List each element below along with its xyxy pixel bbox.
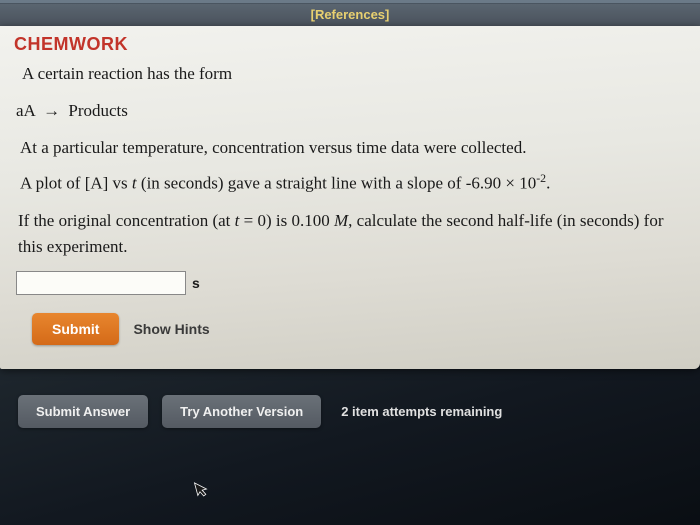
submit-answer-button[interactable]: Submit Answer bbox=[18, 395, 148, 428]
references-link[interactable]: [References] bbox=[311, 7, 390, 22]
question-text: If the original concentration (at t = 0)… bbox=[18, 208, 686, 259]
data-line-2-post: (in seconds) gave a straight line with a… bbox=[137, 174, 537, 193]
answer-row: s bbox=[16, 271, 686, 295]
arrow-icon: → bbox=[43, 101, 60, 120]
exponent: -2 bbox=[536, 171, 546, 185]
question-pre: If the original concentration (at bbox=[18, 211, 235, 230]
answer-input[interactable] bbox=[16, 271, 186, 295]
action-row: Submit Show Hints bbox=[32, 313, 686, 345]
data-line-2-end: . bbox=[546, 174, 550, 193]
brand-title: CHEMWORK bbox=[14, 34, 686, 55]
question-mid: = 0) is 0.100 bbox=[239, 211, 334, 230]
data-line-2: A plot of [A] vs t (in seconds) gave a s… bbox=[20, 170, 686, 196]
equation-left: aA bbox=[16, 101, 35, 120]
cursor-icon bbox=[193, 479, 212, 505]
show-hints-link[interactable]: Show Hints bbox=[133, 321, 209, 337]
try-another-button[interactable]: Try Another Version bbox=[162, 395, 321, 428]
intro-text: A certain reaction has the form bbox=[22, 61, 686, 87]
submit-button[interactable]: Submit bbox=[32, 313, 119, 345]
unit-molar: M bbox=[334, 211, 348, 230]
references-bar: [References] bbox=[0, 4, 700, 26]
reaction-equation: aA → Products bbox=[16, 101, 686, 121]
data-line-2-pre: A plot of [A] vs bbox=[20, 174, 132, 193]
bottom-action-bar: Submit Answer Try Another Version 2 item… bbox=[18, 395, 700, 428]
equation-right: Products bbox=[68, 101, 128, 120]
unit-label: s bbox=[192, 275, 200, 291]
data-line-1: At a particular temperature, concentrati… bbox=[20, 135, 686, 161]
attempts-remaining: 2 item attempts remaining bbox=[341, 404, 502, 419]
problem-panel: CHEMWORK A certain reaction has the form… bbox=[0, 26, 700, 369]
